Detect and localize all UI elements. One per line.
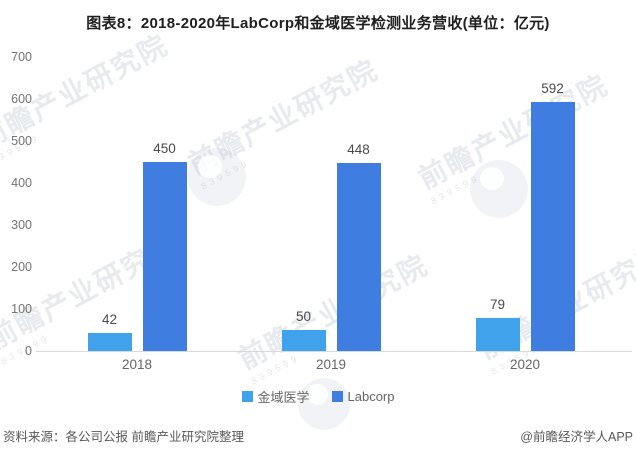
legend-item-jinyu: 金域医学: [241, 387, 310, 406]
bar-金域医学-2020: [475, 317, 520, 351]
value-label-金域医学-2020: 79: [489, 296, 506, 312]
legend-swatch-jinyu-icon: [241, 391, 253, 402]
y-axis-tick-label: 0: [25, 344, 32, 358]
y-axis-tick-label: 600: [11, 92, 32, 106]
y-axis-tick-label: 200: [11, 260, 32, 274]
bar-金域医学-2018: [87, 333, 132, 351]
x-axis-tick-label-2019: 2019: [315, 357, 347, 372]
y-axis-tick-label: 300: [11, 218, 32, 232]
footer: 资料来源：各公司公报 前瞻产业研究院整理 @前瞻经济学人APP: [0, 424, 636, 446]
chart-title: 图表8：2018-2020年LabCorp和金域医学检测业务营收(单位：亿元): [86, 15, 550, 32]
credit-note: @前瞻经济学人APP: [520, 429, 633, 444]
bar-Labcorp-2018: [142, 162, 187, 351]
y-axis-tick-label: 700: [11, 50, 32, 64]
legend-swatch-labcorp-icon: [331, 391, 343, 402]
y-axis-tick-label: 100: [11, 302, 32, 316]
bar-Labcorp-2019: [336, 162, 381, 351]
y-axis-tick-label: 500: [11, 134, 32, 148]
x-axis-line: [36, 351, 632, 352]
legend-item-labcorp: Labcorp: [331, 389, 395, 404]
value-label-金域医学-2018: 42: [101, 312, 118, 328]
source-note: 资料来源：各公司公报 前瞻产业研究院整理: [3, 429, 244, 444]
x-axis-tick-label-2020: 2020: [509, 357, 541, 372]
bar-Labcorp-2020: [530, 102, 575, 351]
legend-label: 金域医学: [257, 390, 310, 405]
legend-label: Labcorp: [347, 389, 395, 404]
bar-金域医学-2019: [281, 330, 326, 351]
value-label-Labcorp-2020: 592: [541, 81, 564, 97]
y-axis-tick-label: 400: [11, 176, 32, 190]
value-label-Labcorp-2019: 448: [347, 141, 370, 157]
x-axis-tick-label-2018: 2018: [121, 357, 153, 372]
value-label-Labcorp-2018: 450: [153, 141, 176, 156]
legend: 金域医学 Labcorp: [0, 387, 636, 406]
value-label-金域医学-2019: 50: [295, 309, 312, 324]
